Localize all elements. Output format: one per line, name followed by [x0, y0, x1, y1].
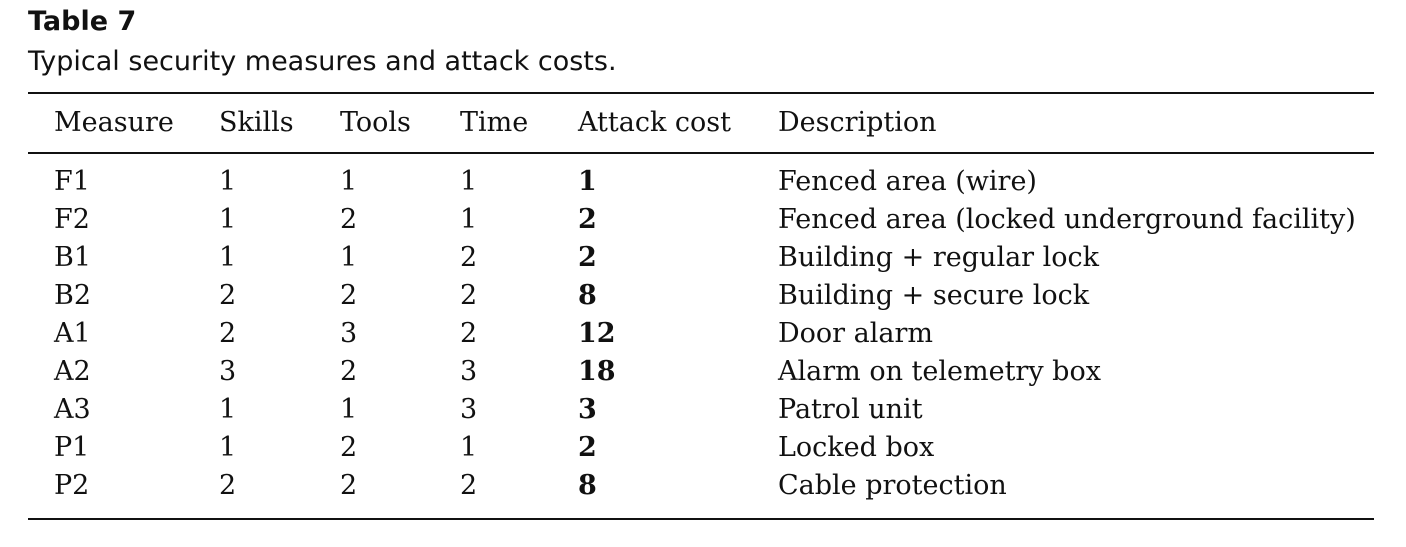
cell-time: 2 [460, 318, 478, 349]
table-row: B1 1 1 2 2 Building + regular lock [0, 239, 1406, 277]
cell-time: 1 [460, 166, 478, 197]
cell-measure: A3 [54, 394, 91, 425]
cell-time: 3 [460, 394, 478, 425]
cell-time: 2 [460, 280, 478, 311]
header-time: Time [460, 107, 529, 138]
cell-tools: 1 [340, 242, 358, 273]
header-attack-cost: Attack cost [578, 107, 731, 138]
cell-measure: F2 [54, 204, 90, 235]
cell-time: 2 [460, 470, 478, 501]
cell-attack-cost: 3 [578, 394, 597, 425]
cell-tools: 2 [340, 356, 358, 387]
cell-description: Fenced area (wire) [778, 166, 1037, 197]
header-measure: Measure [54, 107, 174, 138]
cell-tools: 3 [340, 318, 358, 349]
cell-tools: 2 [340, 470, 358, 501]
cell-description: Alarm on telemetry box [778, 356, 1101, 387]
cell-measure: B1 [54, 242, 92, 273]
cell-measure: A2 [54, 356, 91, 387]
cell-skills: 2 [219, 318, 237, 349]
cell-time: 2 [460, 242, 478, 273]
table-row: P2 2 2 2 8 Cable protection [0, 467, 1406, 505]
cell-time: 1 [460, 432, 478, 463]
cell-description: Door alarm [778, 318, 933, 349]
table-caption-label: Table 7 [28, 6, 137, 37]
cell-attack-cost: 8 [578, 470, 597, 501]
table-row: F2 1 2 1 2 Fenced area (locked undergrou… [0, 201, 1406, 239]
cell-attack-cost: 2 [578, 204, 597, 235]
cell-time: 3 [460, 356, 478, 387]
cell-measure: P2 [54, 470, 90, 501]
cell-measure: A1 [54, 318, 91, 349]
table-bottom-rule [28, 518, 1374, 520]
cell-tools: 1 [340, 394, 358, 425]
cell-description: Cable protection [778, 470, 1007, 501]
cell-skills: 3 [219, 356, 237, 387]
cell-attack-cost: 2 [578, 432, 597, 463]
table-row: A3 1 1 3 3 Patrol unit [0, 391, 1406, 429]
cell-time: 1 [460, 204, 478, 235]
table-top-rule [28, 92, 1374, 94]
cell-description: Building + regular lock [778, 242, 1100, 273]
cell-attack-cost: 1 [578, 166, 597, 197]
cell-skills: 1 [219, 432, 237, 463]
header-skills: Skills [219, 107, 294, 138]
cell-tools: 2 [340, 204, 358, 235]
cell-description: Fenced area (locked underground facility… [778, 204, 1356, 235]
cell-description: Patrol unit [778, 394, 923, 425]
cell-measure: B2 [54, 280, 92, 311]
cell-attack-cost: 8 [578, 280, 597, 311]
table-row: B2 2 2 2 8 Building + secure lock [0, 277, 1406, 315]
table-row: P1 1 2 1 2 Locked box [0, 429, 1406, 467]
cell-measure: P1 [54, 432, 90, 463]
cell-skills: 2 [219, 280, 237, 311]
cell-description: Building + secure lock [778, 280, 1090, 311]
cell-skills: 1 [219, 394, 237, 425]
cell-attack-cost: 2 [578, 242, 597, 273]
cell-tools: 2 [340, 432, 358, 463]
cell-tools: 1 [340, 166, 358, 197]
table-row: F1 1 1 1 1 Fenced area (wire) [0, 163, 1406, 201]
table-caption-text: Typical security measures and attack cos… [28, 46, 617, 77]
cell-skills: 1 [219, 166, 237, 197]
cell-measure: F1 [54, 166, 90, 197]
table-row: A2 3 2 3 18 Alarm on telemetry box [0, 353, 1406, 391]
header-tools: Tools [340, 107, 411, 138]
cell-attack-cost: 12 [578, 318, 616, 349]
table-header-rule [28, 152, 1374, 154]
cell-skills: 1 [219, 204, 237, 235]
cell-skills: 2 [219, 470, 237, 501]
cell-description: Locked box [778, 432, 935, 463]
cell-skills: 1 [219, 242, 237, 273]
header-description: Description [778, 107, 937, 138]
table-row: A1 2 3 2 12 Door alarm [0, 315, 1406, 353]
cell-tools: 2 [340, 280, 358, 311]
cell-attack-cost: 18 [578, 356, 616, 387]
